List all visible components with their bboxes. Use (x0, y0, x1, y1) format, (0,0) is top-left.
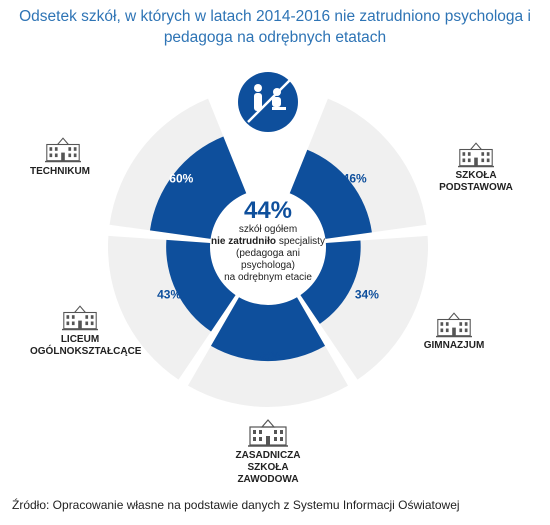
category-label: ZASADNICZA SZKOŁA ZAWODOWA (235, 450, 301, 485)
value-label: 46% (343, 171, 367, 185)
center-text: nie zatrudniło (211, 236, 277, 247)
bar (300, 240, 361, 324)
bar (149, 136, 247, 239)
icon (436, 312, 472, 338)
category-label: SZKOŁA PODSTAWOWA (439, 170, 513, 193)
value-label: 60% (169, 171, 193, 185)
icon (248, 419, 288, 447)
value-label: 34% (355, 287, 379, 301)
bar (210, 297, 326, 362)
category-label: LICEUM OGÓLNOKSZTAŁCĄCE (30, 334, 142, 357)
value-label: 43% (157, 287, 181, 301)
bar (166, 239, 236, 332)
icon (458, 142, 494, 168)
category-label: GIMNAZJUM (423, 340, 485, 351)
icon (45, 137, 81, 163)
center-text: na odrębnym etacie (224, 272, 312, 283)
center-text: szkół ogółem (238, 224, 298, 235)
center-text: specjalisty (pedagoga ani psychologa) (236, 236, 325, 271)
center-value: 44% (243, 197, 293, 224)
value-label: 55% (256, 349, 280, 363)
icon (62, 305, 98, 331)
chart-title: Odsetek szkół, w których w latach 2014-2… (19, 8, 531, 46)
source: Źródło: Opracowanie własne na podstawie … (12, 498, 460, 512)
top-icon (238, 72, 298, 132)
center-label: 44% szkół ogółem nie zatrudniło specjali… (208, 198, 328, 284)
rings: 46% 34% 55% 43% 60% (108, 98, 428, 407)
category-label: TECHNIKUM (30, 166, 90, 177)
bar (289, 149, 372, 239)
